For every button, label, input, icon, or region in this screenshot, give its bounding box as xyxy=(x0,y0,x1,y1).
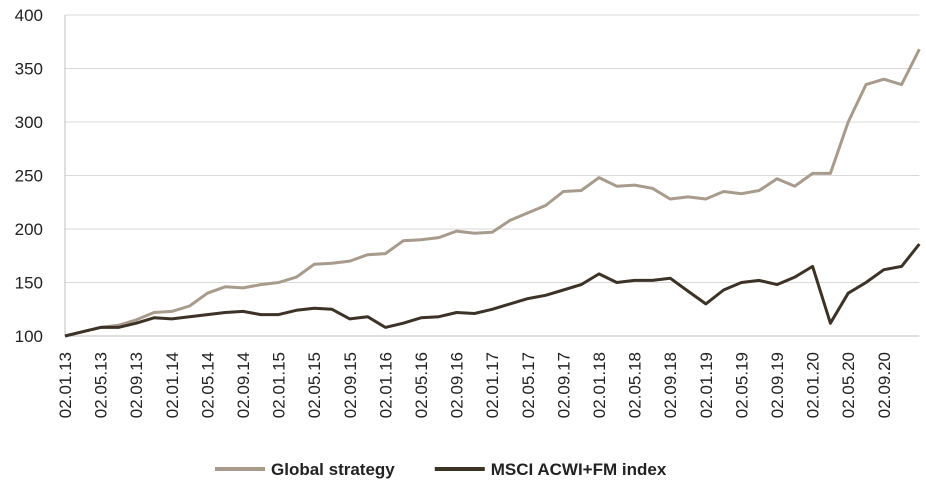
x-tick-label: 02.01.17 xyxy=(483,352,502,418)
x-tick-label: 02.09.15 xyxy=(341,352,360,418)
x-tick-label: 02.09.16 xyxy=(448,352,467,418)
x-tick-label: 02.09.20 xyxy=(875,352,894,418)
y-tick-label: 250 xyxy=(15,167,43,186)
x-tick-label: 02.05.15 xyxy=(305,352,324,418)
y-tick-label: 100 xyxy=(15,327,43,346)
x-tick-label: 02.09.17 xyxy=(554,352,573,418)
x-tick-label: 02.01.19 xyxy=(697,352,716,418)
y-tick-label: 200 xyxy=(15,220,43,239)
x-tick-label: 02.09.18 xyxy=(661,352,680,418)
legend-label: Global strategy xyxy=(271,460,395,479)
x-tick-label: 02.01.20 xyxy=(804,352,823,418)
legend-label: MSCI ACWI+FM index xyxy=(491,460,667,479)
x-tick-label: 02.05.14 xyxy=(198,352,217,418)
x-tick-label: 02.05.17 xyxy=(519,352,538,418)
x-tick-label: 02.01.14 xyxy=(163,352,182,418)
x-tick-label: 02.09.14 xyxy=(234,352,253,418)
x-tick-label: 02.01.15 xyxy=(270,352,289,418)
x-tick-label: 02.09.13 xyxy=(127,352,146,418)
series-line xyxy=(64,48,921,338)
x-tick-label: 02.05.19 xyxy=(732,352,751,418)
x-tick-label: 02.09.19 xyxy=(768,352,787,418)
x-tick-label: 02.01.16 xyxy=(376,352,395,418)
x-tick-label: 02.05.18 xyxy=(626,352,645,418)
x-tick-label: 02.05.13 xyxy=(92,352,111,418)
y-tick-label: 150 xyxy=(15,274,43,293)
x-tick-label: 02.05.20 xyxy=(839,352,858,418)
x-tick-label: 02.05.16 xyxy=(412,352,431,418)
y-tick-label: 400 xyxy=(15,6,43,25)
x-tick-label: 02.01.13 xyxy=(56,352,75,418)
y-tick-label: 350 xyxy=(15,60,43,79)
x-tick-label: 02.01.18 xyxy=(590,352,609,418)
y-tick-label: 300 xyxy=(15,113,43,132)
series-line xyxy=(64,243,921,338)
